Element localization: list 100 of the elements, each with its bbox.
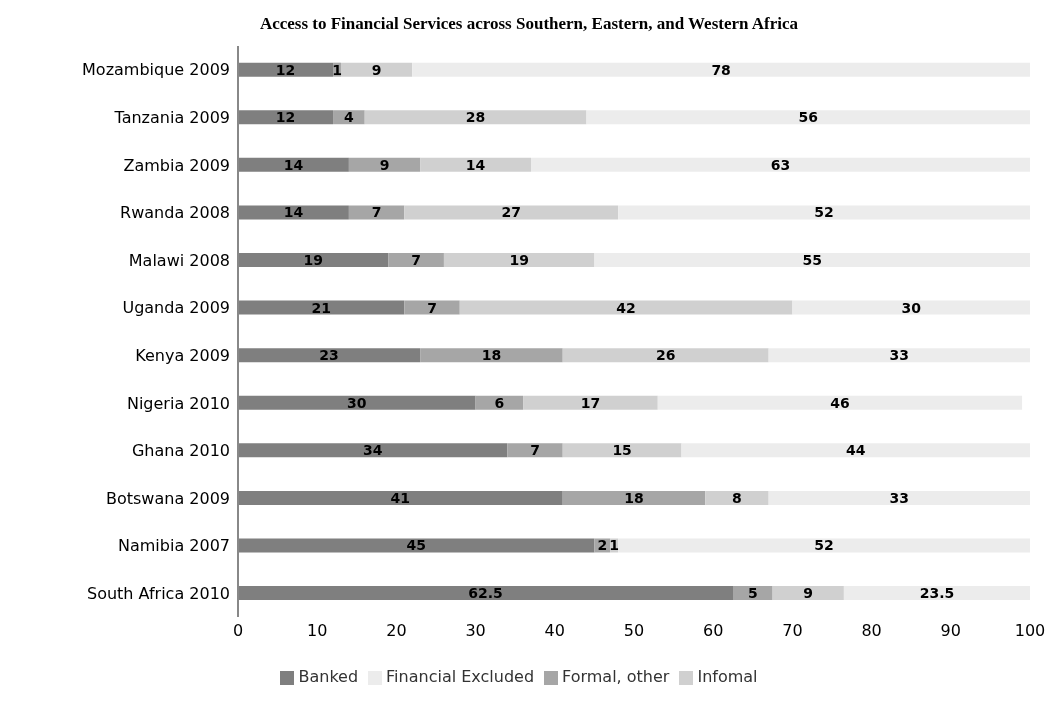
- data-label: 14: [465, 156, 486, 173]
- bar: [768, 348, 1030, 363]
- bar: [618, 538, 1030, 553]
- data-label: 33: [889, 489, 910, 506]
- bar: [843, 586, 1030, 601]
- bar: [733, 586, 773, 601]
- data-label: 9: [379, 156, 390, 173]
- bar: [348, 157, 421, 172]
- bar: [420, 348, 563, 363]
- data-label: 9: [803, 585, 814, 602]
- data-label: 52: [814, 537, 834, 554]
- x-tick-label: 20: [386, 621, 407, 641]
- bar: [768, 490, 1030, 505]
- bar: [562, 348, 769, 363]
- legend-label: Financial Excluded: [386, 667, 535, 686]
- bar: [340, 62, 413, 77]
- data-label: 5: [747, 585, 758, 602]
- bar: [681, 443, 1030, 458]
- data-label: 8: [732, 489, 742, 506]
- chart-title: Access to Financial Services across Southern, Eastern, and Western Africa: [258, 14, 800, 34]
- data-label: 28: [465, 109, 486, 126]
- x-tick-label: 40: [544, 621, 565, 641]
- y-tick-label: Malawi 2008: [128, 250, 230, 270]
- data-label: 33: [889, 347, 910, 364]
- bar: [388, 252, 444, 267]
- y-tick-label: Kenya 2009: [135, 345, 230, 365]
- data-label: 19: [303, 251, 323, 268]
- y-tick-label: Ghana 2010: [131, 441, 230, 461]
- data-label: 45: [406, 537, 426, 554]
- bar: [586, 110, 1030, 125]
- data-label: 14: [283, 204, 304, 221]
- bar: [348, 205, 405, 220]
- data-label: 12: [275, 61, 296, 78]
- data-label: 7: [427, 299, 437, 316]
- data-label: 17: [580, 394, 601, 411]
- x-tick-label: 90: [940, 621, 961, 641]
- bar: [404, 205, 619, 220]
- data-label: 23: [319, 347, 339, 364]
- data-label: 23.5: [919, 585, 955, 602]
- data-label: 7: [411, 251, 422, 268]
- bar: [594, 252, 1030, 267]
- data-label: 19: [509, 251, 529, 268]
- data-label: 30: [901, 299, 922, 316]
- data-label: 41: [390, 489, 411, 506]
- legend-label: Formal, other: [562, 667, 670, 686]
- y-tick-label: Zambia 2009: [123, 155, 230, 175]
- bar: [364, 110, 587, 125]
- bar: [404, 300, 460, 315]
- y-tick-label: Tanzania 2009: [113, 108, 230, 128]
- data-label: 2: [597, 537, 608, 554]
- bar: [705, 490, 769, 505]
- data-label: 15: [612, 442, 632, 459]
- bar: [531, 157, 1030, 172]
- bar: [657, 395, 1023, 410]
- bar: [420, 157, 532, 172]
- bar: [562, 443, 682, 458]
- data-label: 18: [481, 347, 502, 364]
- x-tick-label: 10: [307, 621, 328, 641]
- bar: [562, 490, 706, 505]
- data-label: 6: [494, 394, 505, 411]
- bar: [618, 205, 1030, 220]
- data-label: 14: [283, 156, 304, 173]
- data-label: 1: [332, 61, 342, 78]
- y-tick-label: Rwanda 2008: [120, 203, 230, 223]
- data-label: 78: [711, 61, 731, 78]
- x-tick-label: 30: [465, 621, 486, 641]
- data-label: 18: [624, 489, 644, 506]
- bar: [443, 252, 595, 267]
- data-label: 26: [655, 347, 676, 364]
- data-label: 63: [770, 156, 791, 173]
- data-label: 56: [798, 109, 818, 126]
- data-label: 7: [530, 442, 540, 459]
- data-label: 52: [814, 204, 834, 221]
- data-label: 21: [311, 299, 331, 316]
- bar: [772, 586, 844, 601]
- data-label: 55: [802, 251, 822, 268]
- bar: [507, 443, 563, 458]
- bar: [459, 300, 793, 315]
- data-label: 27: [501, 204, 521, 221]
- data-label: 62.5: [468, 585, 503, 602]
- legend-label: Infomal: [697, 667, 758, 686]
- x-tick-label: 60: [703, 621, 724, 641]
- y-tick-label: Nigeria 2010: [126, 393, 230, 413]
- bar: [792, 300, 1030, 315]
- x-tick-label: 70: [782, 621, 803, 641]
- data-label: 9: [371, 61, 382, 78]
- data-label: 42: [616, 299, 636, 316]
- data-label: 7: [371, 204, 382, 221]
- data-label: 30: [347, 394, 367, 411]
- data-label: 44: [846, 442, 866, 459]
- x-tick-label: 100: [1014, 621, 1046, 641]
- data-label: 46: [830, 394, 850, 411]
- x-tick-label: 80: [861, 621, 882, 641]
- y-tick-label: South Africa 2010: [86, 583, 230, 603]
- data-label: 34: [362, 442, 383, 459]
- legend-label: Banked: [298, 667, 359, 686]
- data-label: 1: [609, 537, 620, 554]
- data-label: 12: [275, 109, 296, 126]
- data-label: 4: [344, 109, 355, 126]
- bar: [523, 395, 658, 410]
